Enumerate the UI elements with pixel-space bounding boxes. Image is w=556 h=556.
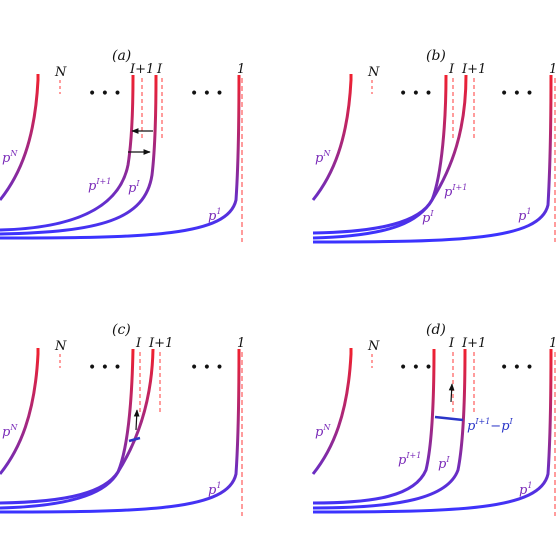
difference-segment [434,415,464,422]
curve-p1 [0,348,241,514]
label-difference: pI+1−pI [467,417,514,434]
label-pI-plus-1: pI+1 [444,183,467,200]
panel-a-label: (a) [112,48,131,64]
label-pI: pI [422,209,434,226]
arrow-up-icon [448,383,455,403]
label-pN: pN [2,423,18,440]
marker-N: N [367,339,380,354]
curve-pI [312,348,467,510]
curve-p1 [312,348,553,514]
curve-pI [0,74,158,236]
curve-pI-plus-1 [0,74,135,232]
curve-pI-plus-1 [312,348,436,505]
marker-I: I [156,62,163,77]
curve-pN [311,74,353,201]
marker-N: N [54,65,67,80]
marker-I: I [448,62,455,77]
marker-I-plus-1: I+1 [148,336,173,351]
ellipsis-right: • • • [190,86,224,102]
curve-pN [311,348,353,475]
label-p1: p1 [208,207,221,224]
ellipsis-left: • • • [399,86,433,102]
marker-1: 1 [237,336,245,351]
label-pN: pN [315,423,331,440]
marker-I: I [135,336,142,351]
label-pI-plus-1: pI+1 [398,451,421,468]
curve-p1 [0,74,241,240]
panel-d: (d) N I I+1 1 • • • • • • pN pI+1 pI p1 … [311,322,556,516]
marker-N: N [54,339,67,354]
label-p1: p1 [518,207,531,224]
label-pN: pN [2,149,18,166]
marker-I-plus-1: I+1 [129,62,154,77]
panel-c-label: (c) [112,322,131,338]
ellipsis-right: • • • [190,360,224,376]
ellipsis-left: • • • [88,86,122,102]
label-p1: p1 [519,481,532,498]
label-p1: p1 [208,481,221,498]
panel-d-label: (d) [426,322,446,338]
curve-pN [0,74,40,201]
marker-1: 1 [549,336,556,351]
label-pN: pN [315,149,331,166]
ellipsis-right: • • • [500,86,534,102]
panel-b: (b) N I I+1 1 • • • • • • pN pI+1 pI p1 [311,48,556,244]
panel-a: (a) N I+1 I 1 • • • • • • pN pI+1 pI p1 [0,48,245,242]
label-pI: pI [128,179,140,196]
difference-segment [128,436,141,443]
curve-pI-plus-1 [312,74,468,240]
ellipsis-left: • • • [88,360,122,376]
ellipsis-right: • • • [500,360,534,376]
arrow-up-icon [133,409,140,431]
marker-I-plus-1: I+1 [461,336,486,351]
panel-b-label: (b) [426,48,446,64]
marker-I-plus-1: I+1 [461,62,486,77]
marker-1: 1 [549,62,556,77]
marker-1: 1 [237,62,245,77]
ellipsis-left: • • • [399,360,433,376]
curve-pN [0,348,40,475]
marker-I: I [448,336,455,351]
label-pI-plus-1: pI+1 [88,177,111,194]
curve-p1 [312,74,553,244]
label-pI: pI [438,455,450,472]
panel-c: (c) N I I+1 1 • • • • • • pN p1 [0,322,245,516]
curve-pI-plus-1 [0,348,155,510]
marker-N: N [367,65,380,80]
